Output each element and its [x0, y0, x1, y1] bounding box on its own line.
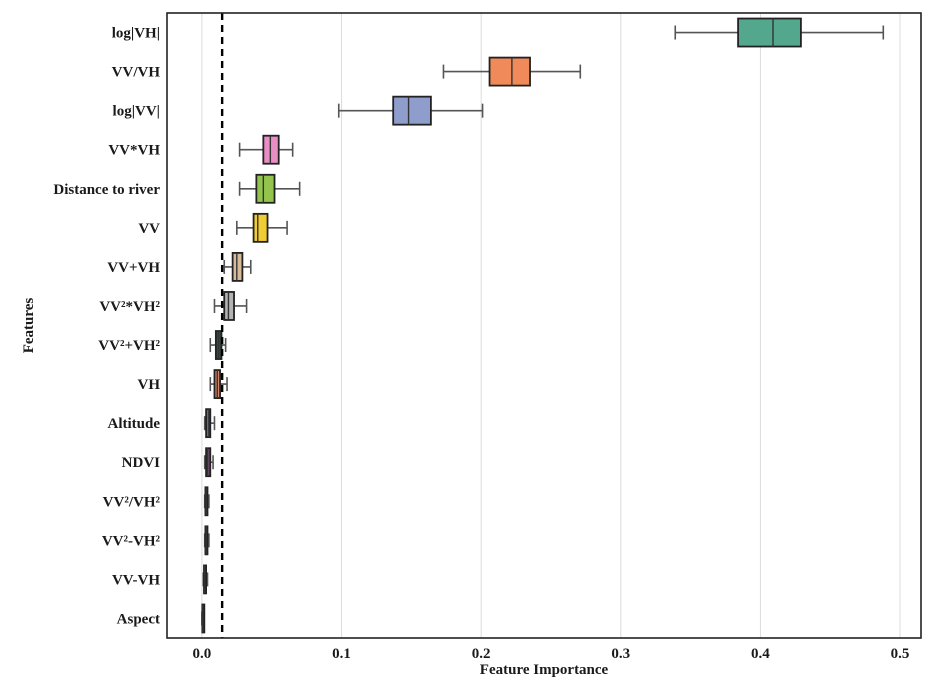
- boxplot-item: [238, 173, 301, 204]
- boxplot-item: [442, 56, 582, 87]
- feature-label: log|VH|: [112, 26, 160, 42]
- feature-label: Aspect: [117, 611, 160, 627]
- feature-label: VV²-VH²: [102, 533, 161, 549]
- feature-labels: log|VH| VV/VH log|VV| VV*VH Distance to rive…: [53, 26, 160, 628]
- feature-label: Altitude: [108, 416, 161, 432]
- feature-label: NDVI: [122, 455, 160, 471]
- box: [488, 56, 531, 87]
- boxplot-item: [209, 330, 227, 360]
- x-tick-label: 0.4: [751, 646, 770, 662]
- x-tick-labels: 0.0 0.1 0.2 0.3 0.4 0.5: [193, 646, 910, 662]
- feature-label: VH: [138, 377, 161, 393]
- boxplot-item: [337, 95, 484, 126]
- boxplot-item: [236, 212, 288, 243]
- feature-label: VV*VH: [108, 143, 160, 159]
- boxplot-item: [203, 408, 216, 439]
- feature-label: VV+VH: [107, 260, 160, 276]
- box: [737, 17, 802, 48]
- boxplot-item: [238, 134, 294, 165]
- x-tick-label: 0.2: [472, 646, 491, 662]
- x-tick-label: 0.0: [193, 646, 212, 662]
- boxplots: [201, 17, 885, 634]
- boxplot-item: [223, 252, 252, 282]
- box: [255, 173, 276, 204]
- box: [392, 95, 432, 126]
- feature-label: VV-VH: [112, 572, 160, 588]
- boxplot-item: [674, 17, 885, 48]
- x-tick-label: 0.1: [332, 646, 351, 662]
- boxplot-item: [203, 525, 210, 556]
- feature-label: VV/VH: [112, 65, 161, 81]
- x-tick-label: 0.5: [891, 646, 910, 662]
- boxplot-item: [201, 603, 206, 634]
- feature-label: VV²+VH²: [98, 338, 160, 354]
- box: [252, 212, 269, 243]
- boxplot-item: [203, 486, 210, 517]
- boxplot-item: [213, 291, 248, 321]
- y-axis-title: Features: [21, 298, 37, 354]
- feature-label: log|VV|: [113, 104, 160, 120]
- x-tick-label: 0.3: [611, 646, 630, 662]
- feature-label: Distance to river: [53, 182, 160, 198]
- feature-label: VV²/VH²: [103, 494, 161, 510]
- grid-lines: [201, 13, 901, 638]
- feature-label: VV: [138, 221, 160, 237]
- x-axis-title: Feature Importance: [480, 662, 609, 678]
- boxplot-item: [209, 369, 228, 399]
- boxplot-item: [202, 564, 209, 595]
- feature-label: VV²*VH²: [99, 299, 160, 315]
- plot-frame: [166, 12, 922, 639]
- boxplot-item: [203, 447, 214, 478]
